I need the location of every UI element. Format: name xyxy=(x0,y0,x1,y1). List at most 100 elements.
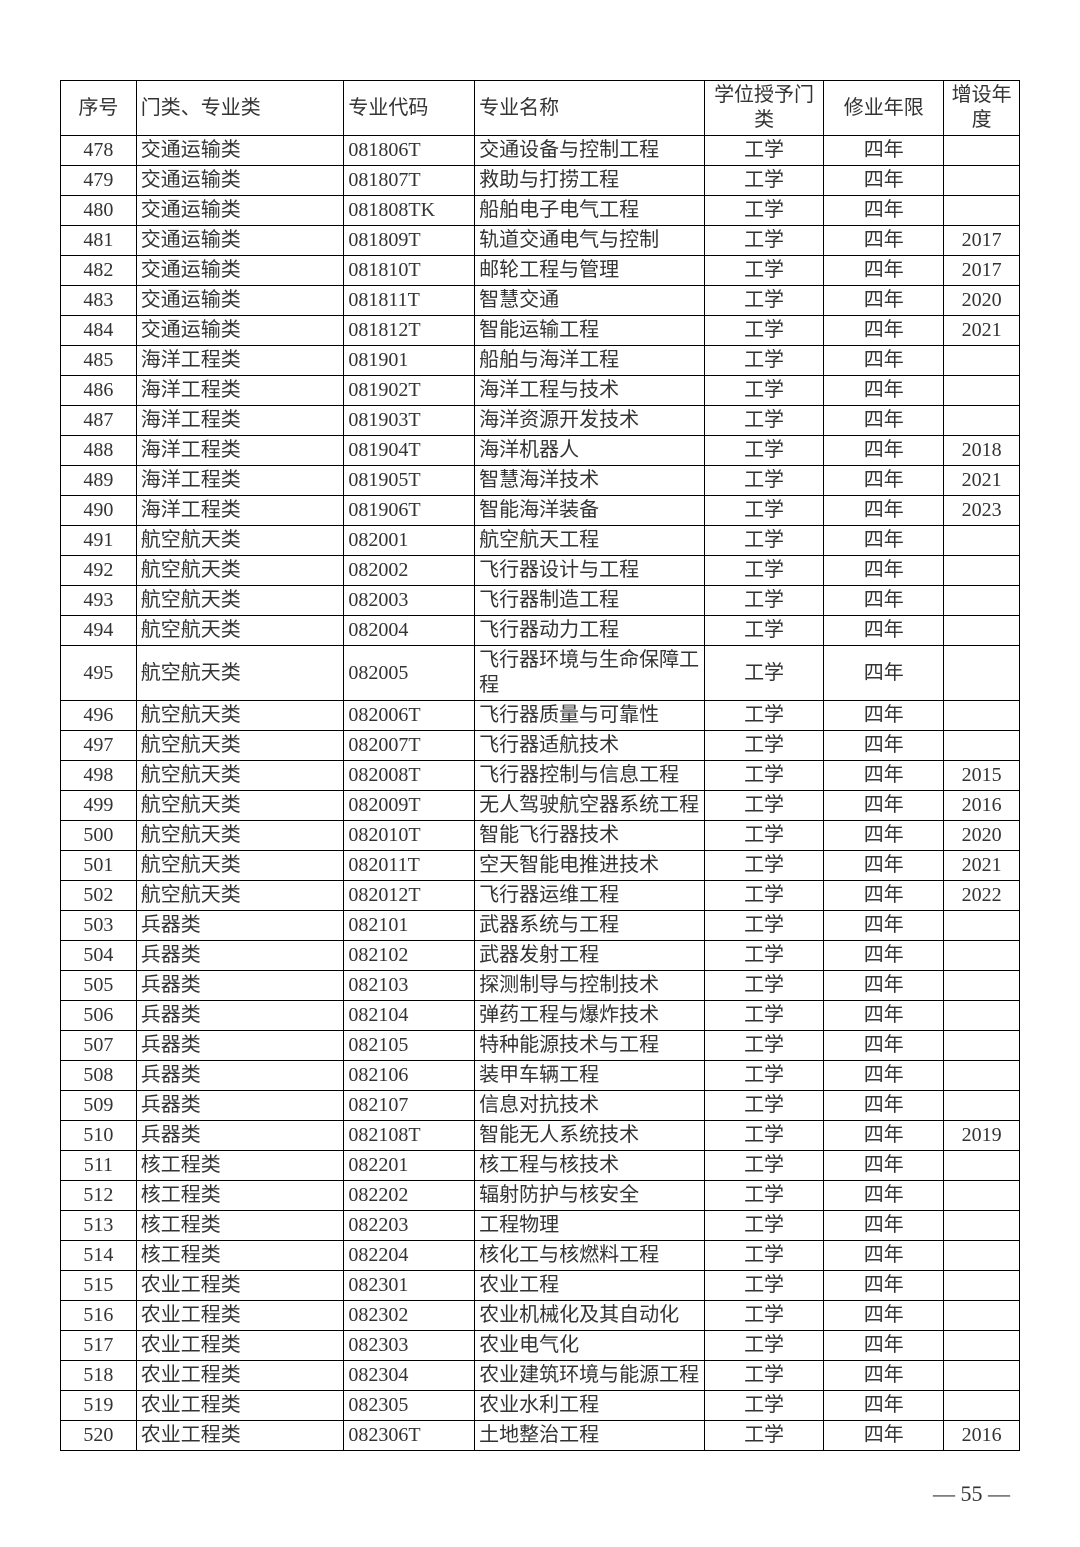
table-cell: 081811T xyxy=(344,286,475,316)
table-cell: 502 xyxy=(61,881,137,911)
table-cell: 工学 xyxy=(704,376,824,406)
table-row: 516农业工程类082302农业机械化及其自动化工学四年 xyxy=(61,1301,1020,1331)
table-cell xyxy=(944,406,1020,436)
table-cell: 493 xyxy=(61,586,137,616)
table-cell: 船舶与海洋工程 xyxy=(475,346,705,376)
table-cell: 082302 xyxy=(344,1301,475,1331)
table-row: 482交通运输类081810T邮轮工程与管理工学四年2017 xyxy=(61,256,1020,286)
table-cell: 工学 xyxy=(704,701,824,731)
table-cell: 工学 xyxy=(704,316,824,346)
table-cell: 507 xyxy=(61,1031,137,1061)
table-cell: 四年 xyxy=(824,1061,944,1091)
table-cell: 农业工程类 xyxy=(136,1331,344,1361)
table-cell xyxy=(944,1091,1020,1121)
table-cell: 082202 xyxy=(344,1181,475,1211)
table-row: 478交通运输类081806T交通设备与控制工程工学四年 xyxy=(61,136,1020,166)
table-cell xyxy=(944,1301,1020,1331)
table-cell: 飞行器运维工程 xyxy=(475,881,705,911)
table-cell: 500 xyxy=(61,821,137,851)
table-cell: 四年 xyxy=(824,556,944,586)
table-cell: 航空航天类 xyxy=(136,616,344,646)
table-cell: 486 xyxy=(61,376,137,406)
table-cell: 工学 xyxy=(704,1331,824,1361)
table-cell: 082305 xyxy=(344,1391,475,1421)
table-cell: 四年 xyxy=(824,406,944,436)
table-cell: 核工程类 xyxy=(136,1151,344,1181)
table-cell: 四年 xyxy=(824,256,944,286)
table-cell: 488 xyxy=(61,436,137,466)
table-cell: 2019 xyxy=(944,1121,1020,1151)
table-cell: 兵器类 xyxy=(136,1031,344,1061)
table-cell: 工学 xyxy=(704,971,824,1001)
table-cell: 082001 xyxy=(344,526,475,556)
table-cell: 工学 xyxy=(704,1391,824,1421)
table-cell xyxy=(944,616,1020,646)
table-cell xyxy=(944,911,1020,941)
table-cell: 494 xyxy=(61,616,137,646)
table-cell: 工学 xyxy=(704,1241,824,1271)
table-cell: 工学 xyxy=(704,1361,824,1391)
table-row: 488海洋工程类081904T海洋机器人工学四年2018 xyxy=(61,436,1020,466)
table-cell: 兵器类 xyxy=(136,1061,344,1091)
table-cell xyxy=(944,1241,1020,1271)
table-row: 510兵器类082108T智能无人系统技术工学四年2019 xyxy=(61,1121,1020,1151)
table-cell: 工学 xyxy=(704,586,824,616)
table-cell: 082204 xyxy=(344,1241,475,1271)
table-cell: 飞行器环境与生命保障工程 xyxy=(475,646,705,701)
table-cell xyxy=(944,701,1020,731)
table-cell xyxy=(944,196,1020,226)
table-cell: 082012T xyxy=(344,881,475,911)
table-cell: 四年 xyxy=(824,1331,944,1361)
table-cell: 工学 xyxy=(704,646,824,701)
table-cell: 飞行器设计与工程 xyxy=(475,556,705,586)
table-cell: 082108T xyxy=(344,1121,475,1151)
table-cell: 496 xyxy=(61,701,137,731)
table-cell: 082106 xyxy=(344,1061,475,1091)
table-cell: 082301 xyxy=(344,1271,475,1301)
table-cell: 四年 xyxy=(824,851,944,881)
table-row: 503兵器类082101武器系统与工程工学四年 xyxy=(61,911,1020,941)
table-cell: 495 xyxy=(61,646,137,701)
table-cell: 飞行器动力工程 xyxy=(475,616,705,646)
table-cell: 工学 xyxy=(704,941,824,971)
table-cell: 兵器类 xyxy=(136,971,344,1001)
table-cell: 四年 xyxy=(824,616,944,646)
table-cell: 487 xyxy=(61,406,137,436)
table-cell: 智能无人系统技术 xyxy=(475,1121,705,1151)
table-cell: 飞行器制造工程 xyxy=(475,586,705,616)
table-cell: 四年 xyxy=(824,1091,944,1121)
table-cell: 工学 xyxy=(704,881,824,911)
table-cell: 航空航天类 xyxy=(136,881,344,911)
table-row: 507兵器类082105特种能源技术与工程工学四年 xyxy=(61,1031,1020,1061)
table-row: 493航空航天类082003飞行器制造工程工学四年 xyxy=(61,586,1020,616)
table-cell: 交通运输类 xyxy=(136,226,344,256)
table-cell: 工学 xyxy=(704,526,824,556)
table-cell: 四年 xyxy=(824,1151,944,1181)
table-cell: 497 xyxy=(61,731,137,761)
table-cell: 工学 xyxy=(704,1151,824,1181)
table-cell: 四年 xyxy=(824,911,944,941)
table-cell: 兵器类 xyxy=(136,941,344,971)
col-header-name: 专业名称 xyxy=(475,81,705,136)
table-row: 483交通运输类081811T智慧交通工学四年2020 xyxy=(61,286,1020,316)
table-cell: 481 xyxy=(61,226,137,256)
table-cell: 082304 xyxy=(344,1361,475,1391)
table-cell: 479 xyxy=(61,166,137,196)
table-cell: 081901 xyxy=(344,346,475,376)
table-cell: 兵器类 xyxy=(136,1121,344,1151)
table-cell: 四年 xyxy=(824,791,944,821)
table-cell: 082101 xyxy=(344,911,475,941)
table-cell: 工学 xyxy=(704,256,824,286)
table-cell: 四年 xyxy=(824,1181,944,1211)
table-cell: 工学 xyxy=(704,1121,824,1151)
table-cell: 081902T xyxy=(344,376,475,406)
table-cell: 2017 xyxy=(944,256,1020,286)
table-cell: 082009T xyxy=(344,791,475,821)
table-cell: 轨道交通电气与控制 xyxy=(475,226,705,256)
table-cell: 四年 xyxy=(824,1211,944,1241)
table-cell: 082003 xyxy=(344,586,475,616)
table-cell: 505 xyxy=(61,971,137,1001)
table-cell: 082104 xyxy=(344,1001,475,1031)
table-cell xyxy=(944,646,1020,701)
table-row: 514核工程类082204核化工与核燃料工程工学四年 xyxy=(61,1241,1020,1271)
